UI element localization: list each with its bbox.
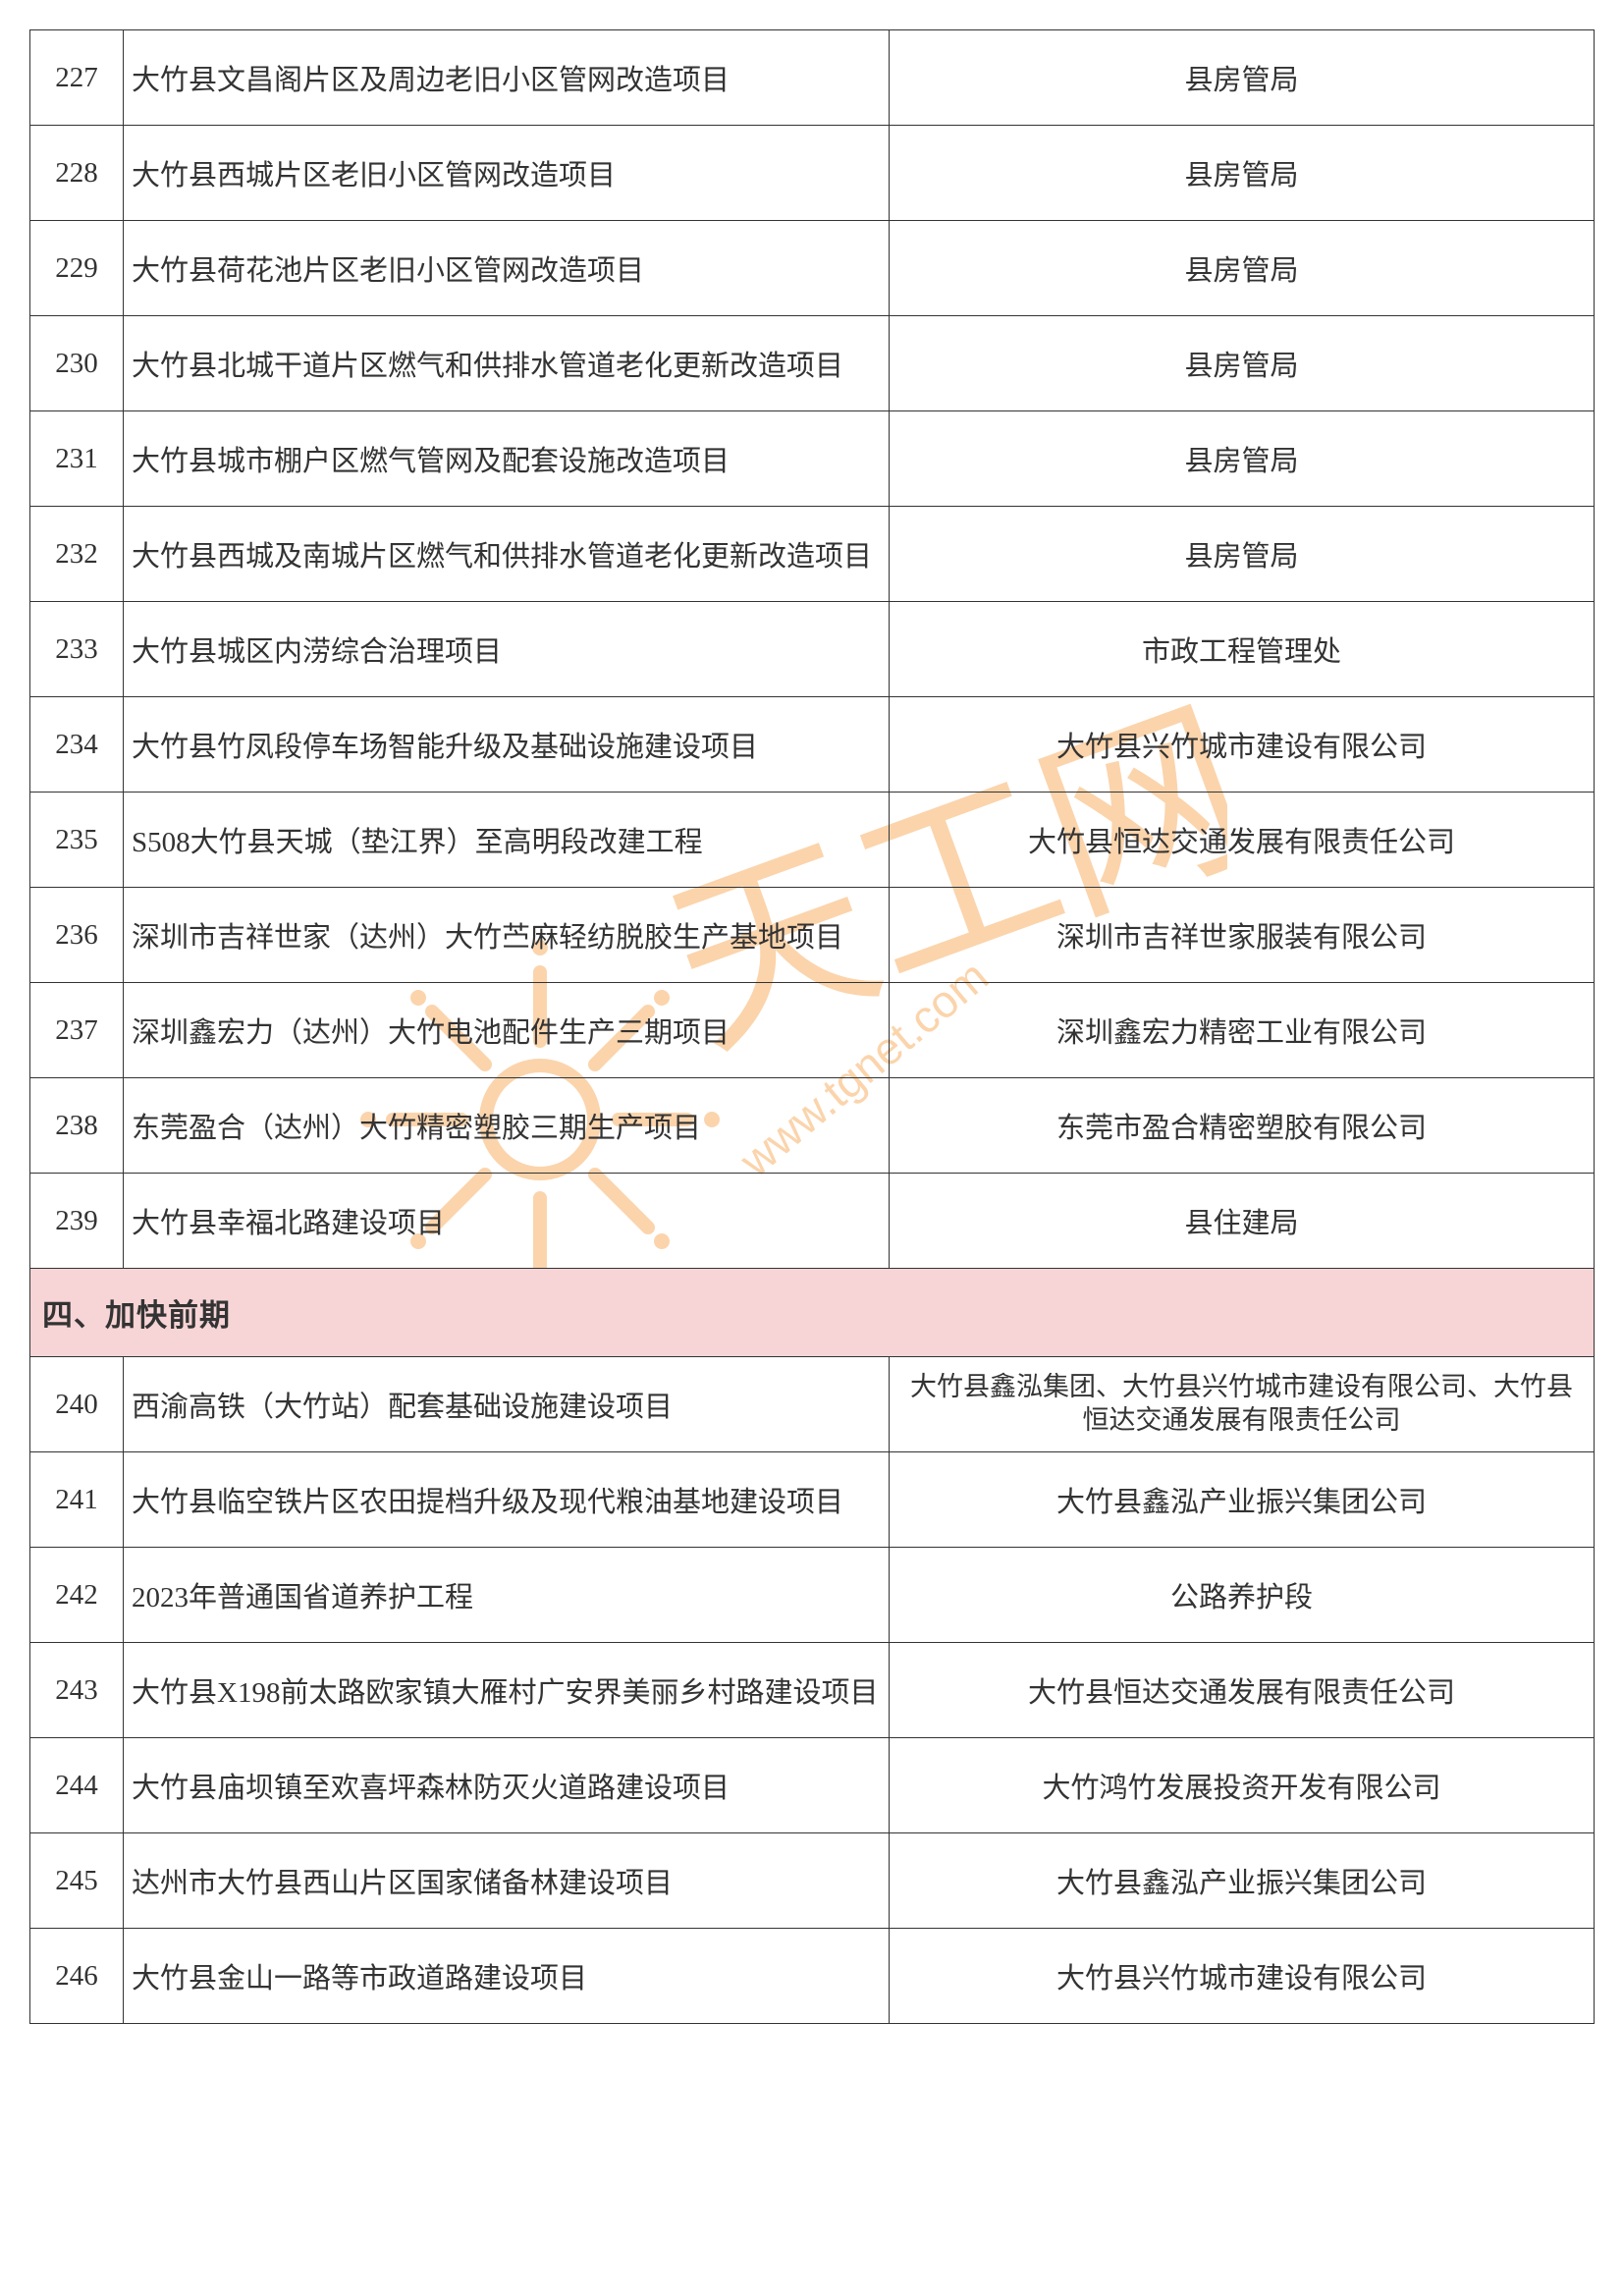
project-name: 深圳鑫宏力（达州）大竹电池配件生产三期项目 [124,983,890,1078]
responsible-unit: 深圳鑫宏力精密工业有限公司 [890,983,1595,1078]
row-number: 241 [30,1452,124,1548]
project-name: 大竹县西城片区老旧小区管网改造项目 [124,126,890,221]
responsible-unit: 东莞市盈合精密塑胶有限公司 [890,1078,1595,1174]
responsible-unit: 县房管局 [890,30,1595,126]
row-number: 239 [30,1174,124,1269]
projects-table: 227大竹县文昌阁片区及周边老旧小区管网改造项目县房管局228大竹县西城片区老旧… [29,29,1595,2024]
responsible-unit: 大竹县恒达交通发展有限责任公司 [890,1643,1595,1738]
project-name: 大竹县临空铁片区农田提档升级及现代粮油基地建设项目 [124,1452,890,1548]
responsible-unit: 县房管局 [890,126,1595,221]
row-number: 240 [30,1357,124,1452]
responsible-unit: 市政工程管理处 [890,602,1595,697]
project-name: 大竹县文昌阁片区及周边老旧小区管网改造项目 [124,30,890,126]
project-name: 大竹县庙坝镇至欢喜坪森林防灭火道路建设项目 [124,1738,890,1833]
responsible-unit: 县房管局 [890,411,1595,507]
project-name: 大竹县荷花池片区老旧小区管网改造项目 [124,221,890,316]
table-row: 246大竹县金山一路等市政道路建设项目大竹县兴竹城市建设有限公司 [30,1929,1595,2024]
project-name: 大竹县X198前太路欧家镇大雁村广安界美丽乡村路建设项目 [124,1643,890,1738]
responsible-unit: 大竹县鑫泓产业振兴集团公司 [890,1833,1595,1929]
responsible-unit: 县房管局 [890,316,1595,411]
row-number: 236 [30,888,124,983]
responsible-unit: 大竹县鑫泓集团、大竹县兴竹城市建设有限公司、大竹县恒达交通发展有限责任公司 [890,1357,1595,1452]
table-row: 236深圳市吉祥世家（达州）大竹苎麻轻纺脱胶生产基地项目深圳市吉祥世家服装有限公… [30,888,1595,983]
responsible-unit: 大竹县兴竹城市建设有限公司 [890,697,1595,793]
row-number: 235 [30,793,124,888]
responsible-unit: 县住建局 [890,1174,1595,1269]
responsible-unit: 大竹县恒达交通发展有限责任公司 [890,793,1595,888]
table-row: 245达州市大竹县西山片区国家储备林建设项目大竹县鑫泓产业振兴集团公司 [30,1833,1595,1929]
table-row: 231大竹县城市棚户区燃气管网及配套设施改造项目县房管局 [30,411,1595,507]
project-name: 大竹县竹凤段停车场智能升级及基础设施建设项目 [124,697,890,793]
table-row: 230大竹县北城干道片区燃气和供排水管道老化更新改造项目县房管局 [30,316,1595,411]
responsible-unit: 大竹县鑫泓产业振兴集团公司 [890,1452,1595,1548]
responsible-unit: 县房管局 [890,221,1595,316]
row-number: 246 [30,1929,124,2024]
project-name: 西渝高铁（大竹站）配套基础设施建设项目 [124,1357,890,1452]
table-row: 227大竹县文昌阁片区及周边老旧小区管网改造项目县房管局 [30,30,1595,126]
project-name: 大竹县幸福北路建设项目 [124,1174,890,1269]
row-number: 232 [30,507,124,602]
row-number: 233 [30,602,124,697]
table-row: 233大竹县城区内涝综合治理项目市政工程管理处 [30,602,1595,697]
row-number: 231 [30,411,124,507]
table-row: 228大竹县西城片区老旧小区管网改造项目县房管局 [30,126,1595,221]
responsible-unit: 公路养护段 [890,1548,1595,1643]
section-header: 四、加快前期 [30,1269,1595,1357]
row-number: 238 [30,1078,124,1174]
row-number: 230 [30,316,124,411]
project-name: 达州市大竹县西山片区国家储备林建设项目 [124,1833,890,1929]
responsible-unit: 大竹鸿竹发展投资开发有限公司 [890,1738,1595,1833]
table-row: 229大竹县荷花池片区老旧小区管网改造项目县房管局 [30,221,1595,316]
project-name: 大竹县城市棚户区燃气管网及配套设施改造项目 [124,411,890,507]
row-number: 244 [30,1738,124,1833]
project-name: 大竹县城区内涝综合治理项目 [124,602,890,697]
table-row: 240西渝高铁（大竹站）配套基础设施建设项目大竹县鑫泓集团、大竹县兴竹城市建设有… [30,1357,1595,1452]
table-row: 241大竹县临空铁片区农田提档升级及现代粮油基地建设项目大竹县鑫泓产业振兴集团公… [30,1452,1595,1548]
project-name: 大竹县金山一路等市政道路建设项目 [124,1929,890,2024]
table-row: 243大竹县X198前太路欧家镇大雁村广安界美丽乡村路建设项目大竹县恒达交通发展… [30,1643,1595,1738]
table-row: 235S508大竹县天城（垫江界）至高明段改建工程大竹县恒达交通发展有限责任公司 [30,793,1595,888]
section-header-row: 四、加快前期 [30,1269,1595,1357]
table-row: 239大竹县幸福北路建设项目县住建局 [30,1174,1595,1269]
responsible-unit: 大竹县兴竹城市建设有限公司 [890,1929,1595,2024]
row-number: 234 [30,697,124,793]
table-row: 244大竹县庙坝镇至欢喜坪森林防灭火道路建设项目大竹鸿竹发展投资开发有限公司 [30,1738,1595,1833]
responsible-unit: 县房管局 [890,507,1595,602]
project-name: 大竹县西城及南城片区燃气和供排水管道老化更新改造项目 [124,507,890,602]
table-row: 237深圳鑫宏力（达州）大竹电池配件生产三期项目深圳鑫宏力精密工业有限公司 [30,983,1595,1078]
row-number: 237 [30,983,124,1078]
table-row: 232大竹县西城及南城片区燃气和供排水管道老化更新改造项目县房管局 [30,507,1595,602]
project-name: 2023年普通国省道养护工程 [124,1548,890,1643]
row-number: 228 [30,126,124,221]
row-number: 227 [30,30,124,126]
project-name: 深圳市吉祥世家（达州）大竹苎麻轻纺脱胶生产基地项目 [124,888,890,983]
project-name: 大竹县北城干道片区燃气和供排水管道老化更新改造项目 [124,316,890,411]
table-row: 234大竹县竹凤段停车场智能升级及基础设施建设项目大竹县兴竹城市建设有限公司 [30,697,1595,793]
project-name: 东莞盈合（达州）大竹精密塑胶三期生产项目 [124,1078,890,1174]
project-name: S508大竹县天城（垫江界）至高明段改建工程 [124,793,890,888]
document-page: 天工网 www.tgnet.com 227大竹县文昌阁片区及周边老旧小区管网改造… [0,0,1623,2296]
table-row: 2422023年普通国省道养护工程公路养护段 [30,1548,1595,1643]
row-number: 242 [30,1548,124,1643]
row-number: 229 [30,221,124,316]
row-number: 245 [30,1833,124,1929]
responsible-unit: 深圳市吉祥世家服装有限公司 [890,888,1595,983]
table-row: 238东莞盈合（达州）大竹精密塑胶三期生产项目东莞市盈合精密塑胶有限公司 [30,1078,1595,1174]
row-number: 243 [30,1643,124,1738]
